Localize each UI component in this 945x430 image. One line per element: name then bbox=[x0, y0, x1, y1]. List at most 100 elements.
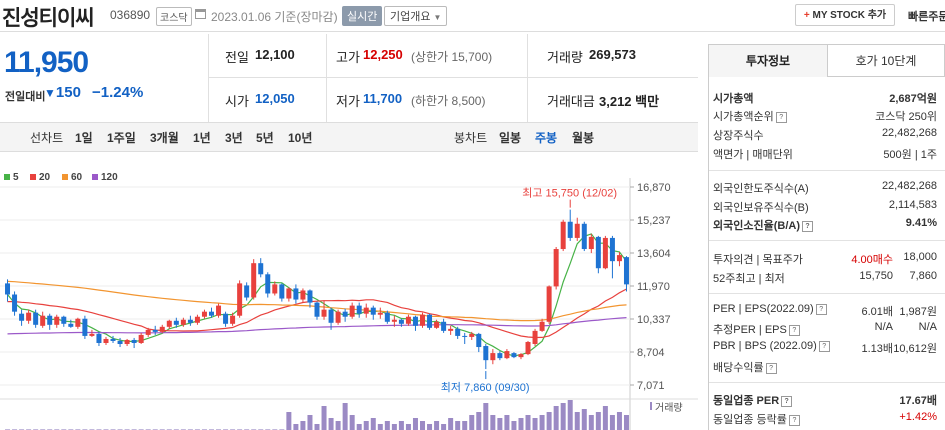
candle-body bbox=[54, 316, 60, 325]
y-tick-label: 7,071 bbox=[637, 380, 665, 392]
info-value-primary: 6.01배 bbox=[861, 306, 893, 318]
tab-order-book[interactable]: 호가 10단계 bbox=[828, 44, 945, 77]
calendar-icon bbox=[195, 9, 206, 19]
candle-body bbox=[405, 316, 411, 324]
tab-5year[interactable]: 5년 bbox=[256, 131, 274, 145]
candle-body bbox=[469, 333, 475, 337]
change-value: ▼150 bbox=[44, 84, 81, 101]
info-key: 외국인한도주식수(A) bbox=[713, 183, 809, 195]
add-mystock-label: MY STOCK 추가 bbox=[812, 10, 887, 21]
help-icon[interactable]: ? bbox=[815, 304, 827, 315]
tab-3year[interactable]: 3년 bbox=[225, 131, 243, 145]
candle-body bbox=[511, 353, 517, 358]
quick-order-link[interactable]: 빠른주문 bbox=[908, 11, 945, 23]
open-value: 12,050 bbox=[255, 91, 295, 106]
candle-body bbox=[307, 290, 313, 303]
help-icon[interactable]: ? bbox=[802, 221, 813, 232]
tab-daily-candle[interactable]: 일봉 bbox=[499, 131, 522, 145]
legend-label: 20 bbox=[39, 172, 51, 183]
candle-body bbox=[455, 328, 461, 336]
help-icon[interactable]: ? bbox=[788, 415, 800, 426]
info-key: 동일업종 PER? bbox=[713, 392, 793, 408]
candle-body bbox=[244, 285, 250, 298]
line-chart-label: 선차트 bbox=[30, 131, 64, 145]
tab-10year[interactable]: 10년 bbox=[288, 131, 313, 145]
max-label: 최고 15,750 (12/02) bbox=[522, 187, 617, 200]
candle-body bbox=[300, 290, 306, 300]
divider bbox=[709, 382, 945, 383]
info-value: 500원 | 1주 bbox=[883, 149, 937, 161]
candle-body bbox=[483, 346, 489, 361]
candle-body bbox=[595, 236, 601, 269]
y-tick-label: 8,704 bbox=[637, 347, 665, 359]
info-key: 52주최고 | 최저 bbox=[713, 273, 785, 285]
candle-body bbox=[441, 321, 447, 331]
amount-value: 3,212 백만 bbox=[599, 91, 659, 110]
candle-body bbox=[47, 315, 53, 325]
ma-line-120 bbox=[7, 317, 627, 335]
candle-body bbox=[391, 319, 397, 322]
candle-body bbox=[532, 330, 538, 345]
divider bbox=[709, 240, 945, 241]
candle-body bbox=[286, 288, 292, 299]
chart-tab-bar: 선차트 1일 1주일 3개월 1년 3년 5년 10년 봉차트 일봉 주봉 월봉 bbox=[0, 122, 698, 152]
volume-label: 거래량 bbox=[655, 402, 683, 414]
tab-monthly-candle[interactable]: 월봉 bbox=[572, 131, 595, 145]
help-icon[interactable]: ? bbox=[781, 396, 793, 407]
help-icon[interactable]: ? bbox=[818, 341, 830, 352]
tab-invest-info[interactable]: 투자정보 bbox=[708, 44, 828, 77]
candle-body bbox=[553, 249, 559, 287]
add-mystock-button[interactable]: + MY STOCK 추가 bbox=[795, 4, 895, 26]
info-key: 동일업종 등락률? bbox=[713, 411, 800, 427]
candle-body bbox=[33, 312, 39, 325]
tab-3month[interactable]: 3개월 bbox=[150, 131, 179, 145]
tab-1day[interactable]: 1일 bbox=[75, 131, 93, 145]
candle-body bbox=[504, 351, 510, 359]
volume-bar bbox=[448, 418, 454, 430]
candle-body bbox=[68, 323, 74, 327]
prev-close-label: 전일 bbox=[225, 50, 249, 65]
volume-bar bbox=[427, 424, 433, 430]
volume-bar bbox=[286, 412, 292, 430]
stock-header: 진성티이씨 036890 코스닥 2023.01.06 기준(장마감) 실시간 … bbox=[0, 0, 945, 32]
candle-body bbox=[412, 316, 418, 326]
info-key: 시가총액 bbox=[713, 93, 754, 105]
volume-bar bbox=[553, 406, 559, 430]
candle-body bbox=[581, 223, 587, 250]
info-value: 17.67배 bbox=[899, 395, 937, 407]
candle-body bbox=[138, 334, 144, 343]
current-price: 11,950 bbox=[4, 46, 89, 79]
candle-body bbox=[356, 305, 362, 314]
help-icon[interactable]: ? bbox=[775, 112, 787, 123]
weekly-candle-chart[interactable]: 16,870 15,237 13,604 11,970 10,337 8,704 7,071… bbox=[0, 178, 698, 430]
volume-bar bbox=[616, 412, 622, 430]
realtime-button[interactable]: 실시간 bbox=[342, 6, 383, 26]
candle-body bbox=[342, 311, 348, 317]
candle-body bbox=[434, 321, 440, 328]
legend-label: 60 bbox=[71, 172, 83, 183]
info-key: 시가총액순위? bbox=[713, 108, 787, 124]
volume-bar bbox=[314, 424, 320, 430]
amount-unit: 백만 bbox=[635, 94, 660, 109]
candle-body bbox=[398, 319, 404, 324]
company-overview-button[interactable]: 기업개요 ▼ bbox=[384, 6, 448, 26]
volume-value: 269,573 bbox=[589, 47, 636, 62]
legend-label: 5 bbox=[13, 172, 19, 183]
tab-weekly-candle[interactable]: 주봉 bbox=[535, 131, 558, 145]
candle-body bbox=[602, 237, 608, 269]
volume-label: 거래량 bbox=[547, 50, 583, 65]
volume-bar bbox=[462, 421, 468, 430]
info-value: 2,114,583 bbox=[888, 199, 937, 211]
tab-1year[interactable]: 1년 bbox=[193, 131, 211, 145]
tab-1week[interactable]: 1주일 bbox=[107, 131, 136, 145]
help-icon[interactable]: ? bbox=[765, 363, 777, 374]
candle-body bbox=[230, 315, 236, 324]
candle-body bbox=[321, 309, 327, 317]
candle-body bbox=[131, 339, 137, 343]
volume-bar bbox=[293, 424, 299, 430]
info-value: 22,482,268 bbox=[881, 180, 937, 192]
volume-bar bbox=[518, 418, 524, 430]
candle-body bbox=[525, 341, 531, 355]
help-icon[interactable]: ? bbox=[788, 325, 800, 336]
candle-body bbox=[328, 309, 334, 323]
